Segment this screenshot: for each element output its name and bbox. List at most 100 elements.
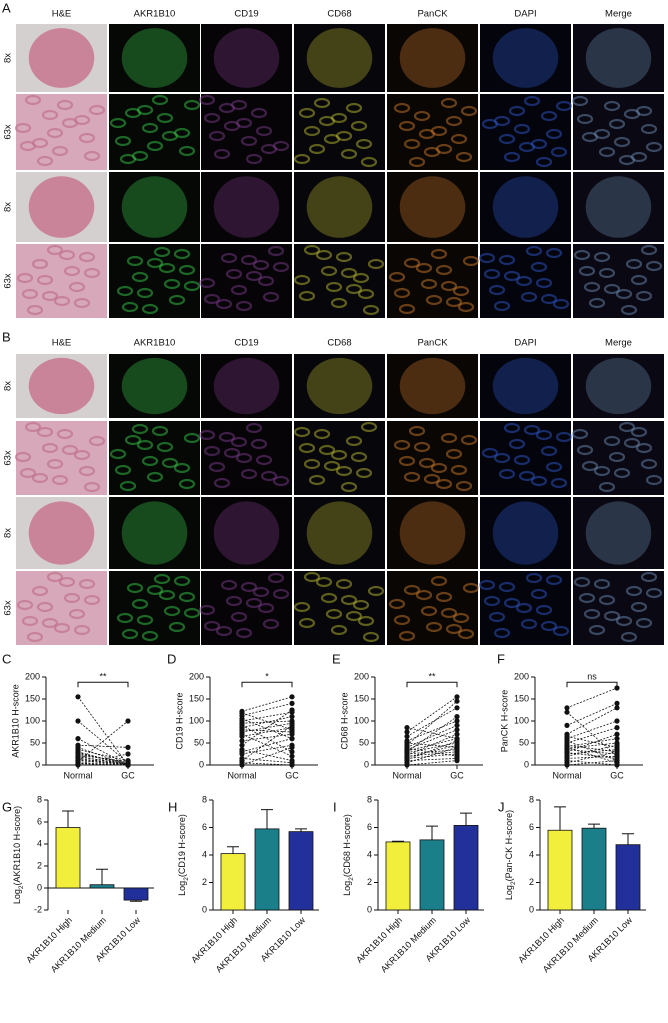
y-tick-label: 100 <box>514 715 529 725</box>
tissue-texture <box>578 592 596 604</box>
pair-line <box>77 738 129 766</box>
bar <box>55 827 81 889</box>
tissue <box>585 357 652 415</box>
tissue-texture <box>550 477 568 489</box>
tissue-texture <box>571 428 589 440</box>
tissue-texture <box>583 608 601 620</box>
tissue-texture <box>126 255 144 267</box>
pair-line <box>241 718 293 739</box>
tissue-texture <box>578 265 596 277</box>
tissue-texture <box>220 579 238 591</box>
tissue-texture <box>46 244 64 256</box>
pair-line <box>406 738 458 752</box>
tissue-texture <box>257 275 275 287</box>
pair-line <box>241 733 293 742</box>
tissue <box>306 357 373 415</box>
tissue-texture <box>408 156 426 168</box>
data-point <box>404 729 410 735</box>
pair-line <box>77 720 129 762</box>
image-tile <box>294 24 385 92</box>
tissue-texture <box>525 245 543 257</box>
tissue-texture <box>41 290 59 302</box>
tissue-texture <box>36 155 54 167</box>
tissue-texture <box>21 615 39 627</box>
y-tick-label: 2 <box>37 860 42 870</box>
tissue-texture <box>156 441 174 453</box>
tissue-texture <box>36 274 54 286</box>
tissue-texture <box>640 244 658 256</box>
y-tick-label: 8 <box>529 794 534 804</box>
tissue-texture <box>493 115 511 127</box>
pair-line <box>77 763 129 766</box>
x-tick-label: Normal <box>227 770 256 780</box>
tissue-texture <box>598 481 616 493</box>
y-tick-label: 2 <box>202 877 207 887</box>
tissue-texture <box>462 582 480 594</box>
tissue-texture <box>452 612 470 624</box>
error-bar <box>554 806 566 831</box>
tissue-texture <box>357 288 375 300</box>
y-tick-label: 6 <box>529 822 534 832</box>
error-bar <box>261 809 273 829</box>
row-label: 63x <box>3 124 14 140</box>
tissue-texture <box>618 421 636 433</box>
pair-line <box>77 749 129 761</box>
data-point <box>614 762 620 768</box>
data-point <box>404 725 410 731</box>
tissue-texture <box>478 579 496 591</box>
pair-line <box>406 747 458 764</box>
tissue-texture <box>635 105 653 117</box>
image-tile <box>201 497 292 569</box>
data-point <box>454 698 460 704</box>
tissue-texture <box>367 585 385 597</box>
tissue <box>121 357 188 415</box>
tissue-texture <box>520 291 538 303</box>
data-point <box>289 731 295 737</box>
tissue-texture <box>14 122 32 134</box>
tissue <box>399 357 466 415</box>
tissue-texture <box>198 429 216 441</box>
data-point <box>614 753 620 759</box>
tissue-texture <box>161 457 179 469</box>
tissue-texture <box>250 438 268 450</box>
tissue-texture <box>53 622 71 634</box>
y-tick-label: -2 <box>34 904 42 914</box>
column-header: DAPI <box>514 338 536 349</box>
tissue-texture <box>508 105 526 117</box>
tissue-texture <box>398 455 416 467</box>
data-point <box>239 751 245 757</box>
tissue-texture <box>430 248 448 260</box>
tissue-texture <box>78 465 96 477</box>
pair-line <box>77 754 129 762</box>
column-header: H&E <box>52 338 72 349</box>
tissue-texture <box>630 151 648 163</box>
pair-line <box>566 742 618 749</box>
tissue-texture <box>153 246 171 258</box>
tissue-texture <box>240 254 258 266</box>
tissue-texture <box>503 151 521 163</box>
tissue-texture <box>520 618 538 630</box>
tissue-texture <box>41 442 59 454</box>
tissue-texture <box>320 592 338 604</box>
data-point <box>564 709 570 715</box>
y-tick-label: 6 <box>367 822 372 832</box>
tissue-texture <box>440 607 458 619</box>
y-label-suffix: (AKR1B10 H-score) <box>12 806 22 886</box>
tissue-texture <box>68 608 86 620</box>
data-point <box>404 762 410 768</box>
data-point <box>614 731 620 737</box>
error-bar <box>96 868 108 885</box>
column-header: AKR1B10 <box>134 338 176 349</box>
tissue-texture <box>620 304 638 316</box>
panel-label: C <box>2 651 11 666</box>
y-label-suffix: (CD68 H-score) <box>342 814 352 877</box>
tissue-texture <box>535 429 553 441</box>
data-point <box>614 758 620 764</box>
pair-line <box>241 758 293 764</box>
tissue-texture <box>24 94 42 106</box>
tissue-texture <box>435 478 453 490</box>
tissue-texture <box>36 601 54 613</box>
image-tile <box>294 172 385 242</box>
tissue-texture <box>141 455 159 467</box>
tissue-texture <box>403 471 421 483</box>
